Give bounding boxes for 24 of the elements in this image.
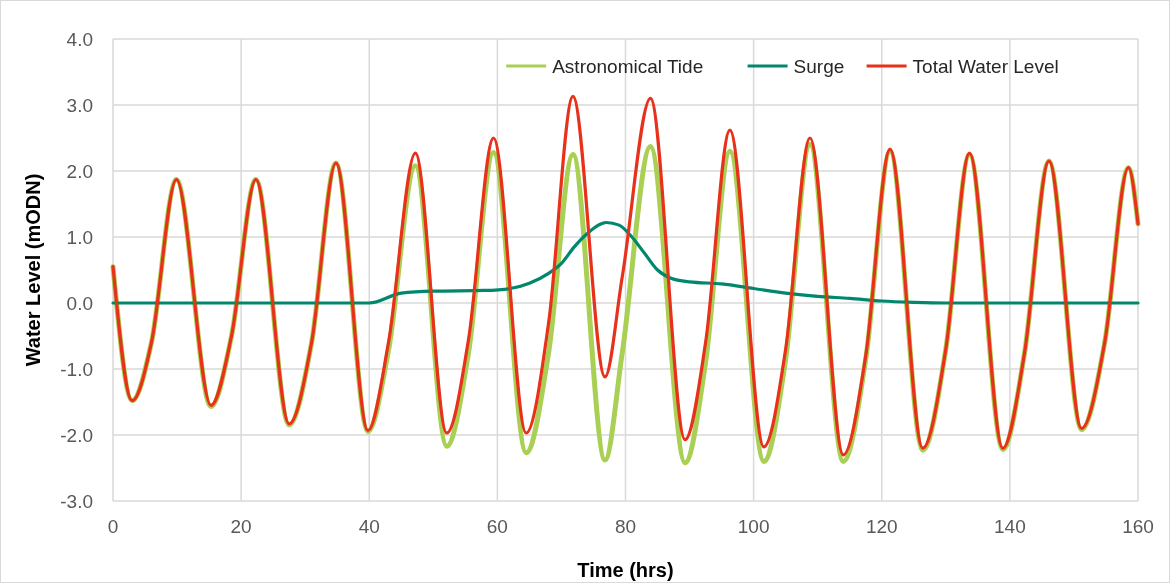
y-tick-label: 2.0: [66, 160, 93, 182]
x-tick-label: 20: [230, 516, 252, 537]
legend-label: Astronomical Tide: [552, 56, 704, 77]
y-tick-label: 1.0: [66, 226, 93, 248]
x-tick-label: 140: [994, 516, 1026, 537]
x-tick-label: 40: [358, 516, 380, 537]
x-tick-label: 0: [107, 516, 119, 537]
y-tick-label: 3.0: [66, 94, 93, 116]
y-tick-label: -2.0: [60, 424, 93, 446]
x-tick-label: 60: [486, 516, 508, 537]
y-tick-label: -1.0: [60, 358, 93, 380]
x-tick-label: 100: [737, 516, 770, 537]
x-axis-title: Time (hrs): [577, 559, 674, 581]
x-tick-label: 160: [1122, 516, 1154, 537]
y-tick-label: 4.0: [66, 28, 93, 50]
x-tick-label: 80: [614, 516, 637, 537]
y-tick-label: -3.0: [60, 490, 93, 512]
legend-label: Total Water Level: [912, 56, 1059, 77]
line-series: [111, 220, 1140, 305]
y-tick-label: 0.0: [66, 292, 93, 314]
line-series: [111, 94, 1140, 457]
legend-label: Surge: [793, 56, 845, 77]
y-axis-title: Water Level (mODN): [22, 173, 44, 367]
x-tick-label: 120: [865, 516, 898, 537]
